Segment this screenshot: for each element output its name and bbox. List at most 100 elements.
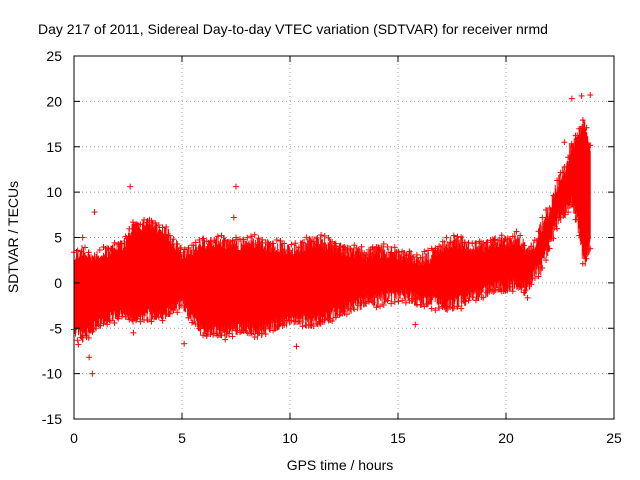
data-point-marker <box>266 241 273 248</box>
data-point-marker <box>155 314 162 321</box>
data-point-marker <box>524 294 531 301</box>
data-point-marker <box>579 117 586 124</box>
data-point-marker <box>487 286 494 293</box>
data-point-marker <box>303 234 310 241</box>
data-point-marker <box>406 297 413 304</box>
data-point-marker <box>365 246 372 253</box>
data-point-marker <box>174 309 181 316</box>
data-point-marker <box>421 248 428 255</box>
outlier-point <box>587 92 594 99</box>
data-point-marker <box>185 314 192 321</box>
x-tick-label: 10 <box>282 430 298 446</box>
data-point-marker <box>565 154 572 161</box>
data-point-marker <box>225 330 232 337</box>
outlier-point <box>86 354 93 361</box>
chart-title: Day 217 of 2011, Sidereal Day-to-day VTE… <box>38 21 548 37</box>
data-point-marker <box>200 332 207 339</box>
x-tick-label: 15 <box>390 430 406 446</box>
outlier-point <box>130 329 137 336</box>
data-point-marker <box>100 320 107 327</box>
data-point-marker <box>421 303 428 310</box>
outlier-point <box>233 234 239 241</box>
data-point-marker <box>476 238 483 245</box>
data-point-marker <box>144 317 151 324</box>
outlier-point <box>79 234 86 241</box>
data-point-marker <box>100 244 107 251</box>
data-point-marker <box>332 314 339 321</box>
outlier-point <box>412 321 419 328</box>
data-point-marker <box>192 239 199 246</box>
data-point-marker <box>343 311 350 318</box>
data-point-marker <box>281 240 288 247</box>
data-point-marker <box>480 294 487 301</box>
data-point-marker <box>126 316 133 323</box>
data-point-marker <box>410 253 417 260</box>
data-point-marker <box>340 244 347 251</box>
data-point-marker <box>583 124 590 131</box>
data-point-marker <box>513 280 520 287</box>
data-point-marker <box>148 318 155 325</box>
data-point-marker <box>122 233 129 240</box>
data-point-marker <box>318 319 325 326</box>
data-point-marker <box>432 307 439 314</box>
data-point-marker <box>498 288 505 295</box>
data-point-marker <box>203 333 210 340</box>
x-tick-label: 5 <box>178 430 186 446</box>
data-point-marker <box>528 281 535 288</box>
data-point-marker <box>369 299 376 306</box>
data-point-marker <box>170 236 177 243</box>
y-tick-label: -10 <box>42 366 62 382</box>
data-point-marker <box>82 332 89 339</box>
data-point-marker <box>365 298 372 305</box>
data-point-marker <box>89 255 96 262</box>
data-point-marker <box>487 237 494 244</box>
data-point-marker <box>576 125 583 132</box>
data-point-marker <box>506 235 513 242</box>
data-point-marker <box>236 329 243 336</box>
data-point-marker <box>465 297 472 304</box>
tick-labels: 0 5 10 15 20 25 -15 -10 -5 0 5 10 15 20 25 <box>42 48 622 446</box>
data-point-marker <box>107 317 114 324</box>
data-point-marker <box>329 238 336 245</box>
data-point-marker <box>185 244 192 251</box>
data-point-marker <box>436 305 443 312</box>
data-point-marker <box>517 282 524 289</box>
data-point-marker <box>417 254 424 261</box>
outlier-point <box>293 343 300 350</box>
data-point-marker <box>380 240 387 247</box>
data-point-marker <box>229 333 236 340</box>
data-point-marker <box>388 249 395 256</box>
data-point-marker <box>550 192 557 199</box>
outlier-point <box>568 95 575 102</box>
data-point-marker <box>579 260 586 267</box>
data-point-marker <box>133 315 140 322</box>
data-point-marker <box>177 302 184 309</box>
data-point-marker <box>443 234 450 241</box>
data-point-marker <box>166 232 173 239</box>
data-point-marker <box>262 331 269 338</box>
x-tick-label: 25 <box>606 430 622 446</box>
outlier-point <box>522 287 529 294</box>
data-points <box>71 92 594 377</box>
outlier-point <box>127 183 134 190</box>
data-point-marker <box>531 275 538 282</box>
data-point-marker <box>384 297 391 304</box>
data-point-marker <box>388 300 395 307</box>
data-point-marker <box>144 219 151 226</box>
data-point-marker <box>428 305 435 312</box>
data-point-marker <box>439 238 446 245</box>
data-point-marker <box>513 228 520 235</box>
data-point-marker <box>270 327 277 334</box>
x-tick-label: 20 <box>498 430 514 446</box>
data-point-marker <box>561 163 568 170</box>
data-point-marker <box>229 237 236 244</box>
data-point-marker <box>424 300 431 307</box>
y-tick-label: 15 <box>46 139 62 155</box>
data-point-marker <box>247 233 254 240</box>
data-point-marker <box>321 316 328 323</box>
data-point-marker <box>436 243 443 250</box>
data-point-marker <box>292 240 299 247</box>
data-point-marker <box>402 252 409 259</box>
data-point-marker <box>288 241 295 248</box>
data-point-marker <box>502 287 509 294</box>
